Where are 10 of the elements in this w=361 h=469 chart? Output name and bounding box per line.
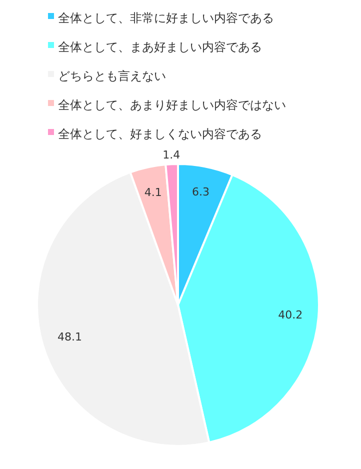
legend-label: 全体として、好ましくない内容である xyxy=(58,127,262,141)
data-label: 6.3 xyxy=(192,186,210,199)
legend-label: 全体として、あまり好ましい内容ではない xyxy=(58,98,286,112)
legend-label: どちらとも言えない xyxy=(58,69,166,83)
legend-label: 全体として、まあ好ましい内容である xyxy=(58,40,262,54)
legend-label: 全体として、非常に好ましい内容である xyxy=(58,11,274,25)
data-label: 4.1 xyxy=(144,186,162,200)
data-label: 1.4 xyxy=(162,148,180,162)
data-label: 48.1 xyxy=(57,330,82,344)
data-label: 40.2 xyxy=(278,308,303,322)
